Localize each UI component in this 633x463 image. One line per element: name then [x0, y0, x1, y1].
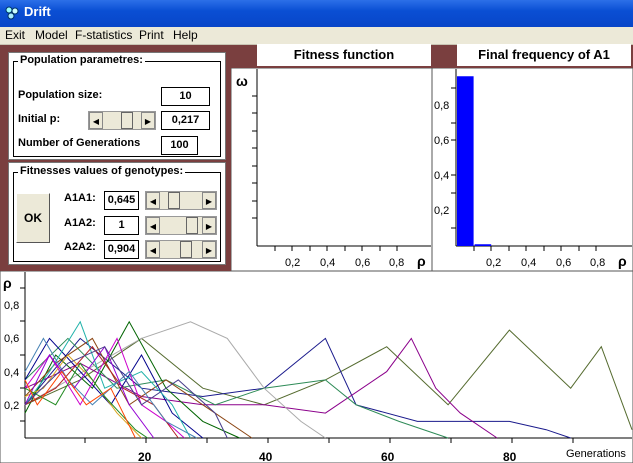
fitness-x-tick: 0,8 — [389, 257, 404, 269]
a1a1-field[interactable]: 0,645 — [104, 191, 139, 210]
drift-app-icon — [5, 6, 19, 20]
a1a2-slider[interactable]: ◀ ▶ — [145, 216, 217, 235]
fitness-x-minor-ticks — [274, 246, 398, 251]
drift-series-line — [24, 345, 155, 439]
final-frequency-title: Final frequency of A1 — [457, 44, 631, 66]
slider-right-arrow-icon[interactable]: ▶ — [202, 192, 216, 209]
final-x-tick: 0,2 — [486, 257, 501, 269]
drift-series-line — [24, 321, 326, 439]
fitness-plot: ω ρ 0,2 0,4 0,6 0,8 — [231, 68, 432, 271]
menu-model[interactable]: Model — [35, 28, 68, 42]
menu-help[interactable]: Help — [173, 28, 198, 42]
ok-button[interactable]: OK — [16, 193, 50, 243]
fitness-group: Fitnesses values of genotypes: OK A1A1: … — [13, 165, 221, 262]
population-group: Population parametres: Population size: … — [13, 54, 221, 157]
drift-series-line — [24, 337, 571, 439]
final-frequency-plot: 0,8 0,6 0,4 0,2 ρ 0,2 0,4 0,6 0,8 — [432, 68, 633, 271]
slider-left-arrow-icon[interactable]: ◀ — [146, 192, 160, 209]
title-bar: Drift — [0, 0, 633, 27]
menu-f-statistics[interactable]: F-statistics — [75, 28, 133, 42]
slider-left-arrow-icon[interactable]: ◀ — [146, 217, 160, 234]
menu-bar: Exit Model F-statistics Print Help — [0, 27, 633, 45]
generations-field[interactable]: 100 — [161, 136, 198, 155]
drift-plot: ρ 0,8 0,6 0,4 0,2 20 40 60 80 Generation… — [0, 271, 633, 463]
population-size-field[interactable]: 10 — [161, 87, 210, 106]
fitness-x-tick: 0,4 — [320, 257, 335, 269]
drift-x-tick: 40 — [259, 450, 273, 463]
drift-y-tick: 0,2 — [4, 400, 19, 412]
final-x-tick: 0,6 — [556, 257, 571, 269]
drift-series-line — [24, 329, 633, 430]
slider-left-arrow-icon[interactable]: ◀ — [89, 112, 103, 129]
slider-thumb[interactable] — [168, 192, 180, 209]
final-y-tick: 0,2 — [434, 205, 449, 217]
final-x-tick: 0,8 — [590, 257, 605, 269]
drift-y-label: ρ — [3, 275, 12, 291]
final-y-tick: 0,4 — [434, 170, 449, 182]
slider-right-arrow-icon[interactable]: ▶ — [141, 112, 155, 129]
initial-p-field[interactable]: 0,217 — [161, 111, 210, 130]
drift-y-tick: 0,8 — [4, 300, 19, 312]
window-title: Drift — [24, 4, 51, 19]
drift-series-line — [24, 320, 240, 439]
drift-series-line — [24, 362, 148, 439]
slider-thumb[interactable] — [186, 217, 198, 234]
final-frequency-bars — [457, 76, 492, 246]
final-y-tick: 0,8 — [434, 100, 449, 112]
final-y-tick: 0,6 — [434, 135, 449, 147]
slider-left-arrow-icon[interactable]: ◀ — [146, 241, 160, 258]
a1a1-label: A1A1: — [64, 192, 96, 204]
population-group-title: Population parametres: — [18, 54, 145, 66]
fitness-panel: Fitnesses values of genotypes: OK A1A1: … — [8, 162, 226, 265]
menu-exit[interactable]: Exit — [5, 28, 26, 42]
drift-series-line — [24, 346, 228, 439]
drift-series-line — [24, 320, 191, 439]
initial-p-slider[interactable]: ◀ ▶ — [88, 111, 156, 130]
generations-label: Number of Generations — [18, 137, 141, 149]
fitness-y-label: ω — [236, 73, 248, 89]
slider-right-arrow-icon[interactable]: ▶ — [202, 217, 216, 234]
population-size-label: Population size: — [18, 89, 103, 101]
drift-y-tick: 0,4 — [4, 367, 19, 379]
a1a1-slider[interactable]: ◀ ▶ — [145, 191, 217, 210]
drift-x-tick: 80 — [503, 450, 517, 463]
final-x-label: ρ — [618, 253, 627, 269]
drift-x-tick: 60 — [381, 450, 395, 463]
final-y-minor-ticks — [451, 87, 456, 229]
fitness-x-label: ρ — [417, 253, 426, 269]
final-frequency-bar — [457, 76, 474, 246]
a2a2-field[interactable]: 0,904 — [104, 240, 139, 259]
a1a2-field[interactable]: 1 — [104, 216, 139, 235]
fitness-x-tick: 0,2 — [285, 257, 300, 269]
drift-x-tick: 20 — [138, 450, 152, 463]
drift-y-tick: 0,6 — [4, 333, 19, 345]
a2a2-slider[interactable]: ◀ ▶ — [145, 240, 217, 259]
drift-series-line — [24, 337, 197, 439]
fitness-group-title: Fitnesses values of genotypes: — [18, 165, 186, 177]
drift-y-minor-ticks — [20, 287, 25, 422]
slider-right-arrow-icon[interactable]: ▶ — [202, 241, 216, 258]
drift-x-label: Generations — [566, 448, 626, 460]
final-x-minor-ticks — [473, 246, 597, 251]
population-panel: Population parametres: Population size: … — [8, 52, 226, 160]
a1a2-label: A1A2: — [64, 217, 96, 229]
drift-x-minor-ticks — [84, 438, 574, 443]
fitness-plot-title: Fitness function — [257, 44, 431, 66]
drift-series-line — [24, 370, 136, 439]
initial-p-label: Initial p: — [18, 113, 61, 125]
slider-thumb[interactable] — [121, 112, 133, 129]
fitness-x-tick: 0,6 — [355, 257, 370, 269]
final-x-tick: 0,4 — [521, 257, 536, 269]
fitness-y-minor-ticks — [252, 95, 257, 219]
final-frequency-bar — [474, 244, 492, 246]
slider-thumb[interactable] — [180, 241, 192, 258]
menu-print[interactable]: Print — [139, 28, 164, 42]
a2a2-label: A2A2: — [64, 241, 96, 253]
drift-lines — [24, 320, 633, 439]
